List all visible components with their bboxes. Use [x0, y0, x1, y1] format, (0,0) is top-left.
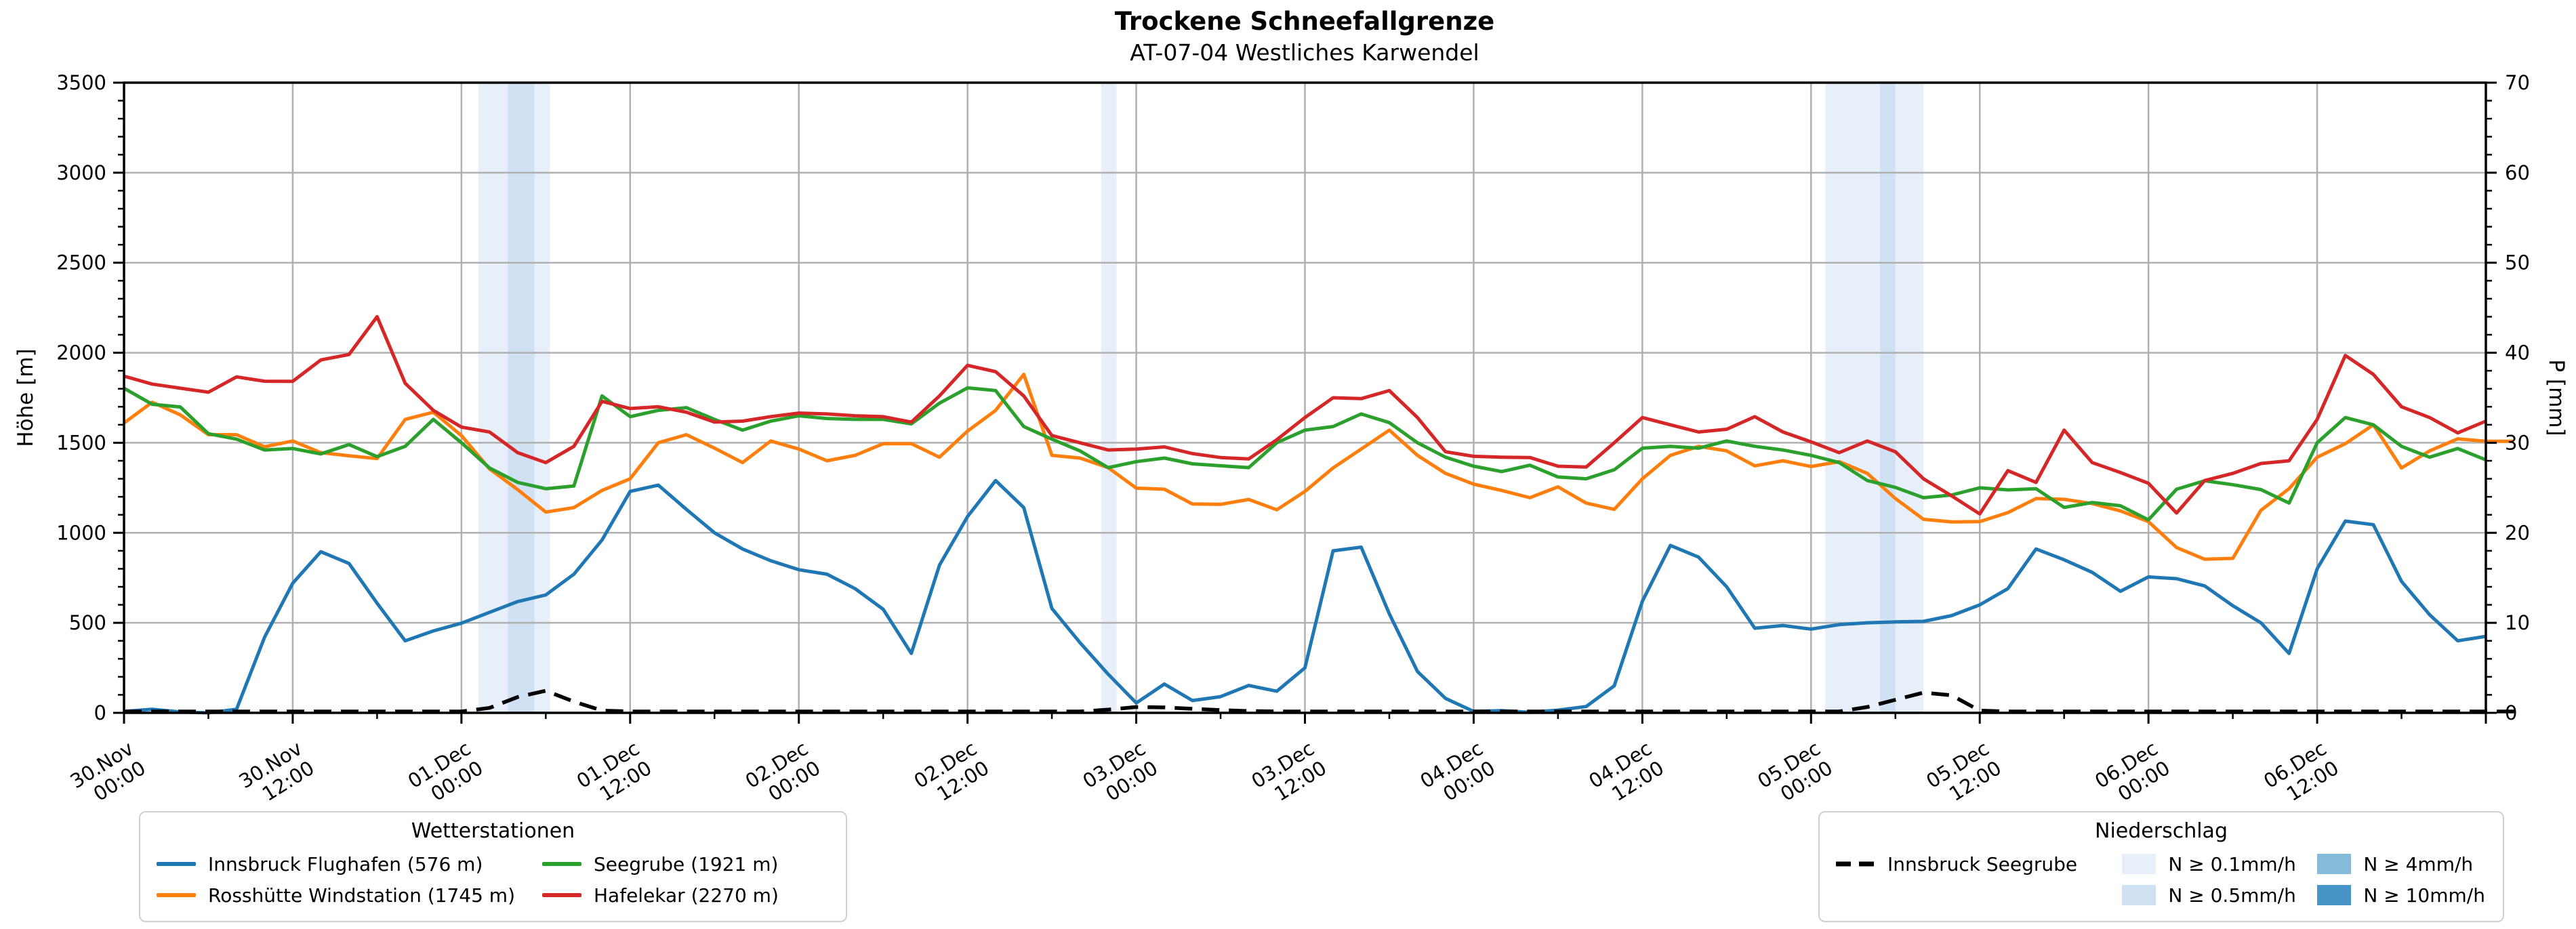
x-tick-label: 01.Dec12:00	[573, 737, 656, 812]
y-right-tick-label: 30	[2505, 431, 2530, 454]
legend-item-label: N ≥ 10mm/h	[2363, 884, 2485, 907]
chart-subtitle: AT-07-04 Westliches Karwendel	[1130, 39, 1479, 66]
x-tick-label: 04.Dec00:00	[1416, 737, 1499, 812]
legend-item-station: Rosshütte Windstation (1745 m)	[157, 884, 515, 907]
x-tick-label: 06.Dec00:00	[2091, 737, 2174, 812]
series-line-seegrube-1921-m-	[123, 386, 2487, 522]
y-right-tick-label: 70	[2505, 71, 2530, 94]
precip-patch-swatch	[2122, 885, 2156, 905]
legend-precip-items: Innsbruck Seegrube N ≥ 0.1mm/h N ≥ 0.5mm/h…	[1836, 848, 2487, 911]
legend-line-swatch	[157, 862, 196, 866]
legend-item-dashed-line: Innsbruck Seegrube	[1836, 853, 2122, 875]
chart-title: Trockene Schneefallgrenze	[1114, 7, 1495, 36]
legend-weather-stations: Wetterstationen Innsbruck Flughafen (576…	[139, 811, 847, 922]
legend-item-station: Seegrube (1921 m)	[542, 853, 830, 875]
x-tick-label: 03.Dec12:00	[1247, 737, 1330, 812]
legend-item-label: Rosshütte Windstation (1745 m)	[208, 884, 515, 907]
series-line-rossh-tte-windstation-1745-m-	[123, 373, 2514, 561]
x-tick-label: 05.Dec00:00	[1753, 737, 1837, 812]
x-tick-label: 02.Dec00:00	[741, 737, 825, 812]
legend-item-precip-level: N ≥ 4mm/h	[2317, 853, 2487, 875]
series-line-hafelekar-2270-m-	[123, 314, 2487, 516]
y-right-tick-label: 10	[2505, 611, 2530, 634]
y-right-tick-label: 40	[2505, 342, 2530, 365]
legend-item-label: Hafelekar (2270 m)	[594, 884, 779, 907]
y-left-tick-label: 2000	[56, 342, 106, 365]
x-tick-label: 02.Dec12:00	[910, 737, 994, 812]
series-line-innsbruck-flughafen-576-m-	[123, 478, 2487, 715]
legend-item-station: Hafelekar (2270 m)	[542, 884, 830, 907]
y-left-tick-label: 500	[69, 611, 106, 634]
dashed-line-swatch	[1836, 861, 1875, 867]
x-tick-label: 01.Dec00:00	[404, 737, 487, 812]
precip-patch-swatch	[2317, 854, 2352, 874]
legend-item-label: N ≥ 0.5mm/h	[2168, 884, 2296, 907]
x-tick-label: 05.Dec12:00	[1922, 737, 2005, 812]
legend-item-label: Innsbruck Seegrube	[1887, 852, 2078, 875]
y-right-tick-label: 0	[2505, 701, 2517, 724]
legend-item-precip-level: N ≥ 0.1mm/h	[2122, 853, 2317, 875]
x-tick-label: 30.Nov00:00	[66, 737, 150, 812]
y-left-tick-label: 3500	[56, 71, 106, 94]
legend-item-label: N ≥ 0.1mm/h	[2168, 852, 2296, 875]
x-tick-label: 30.Nov12:00	[235, 737, 319, 812]
legend-weather-items: Innsbruck Flughafen (576 m) Rosshütte Win…	[157, 848, 830, 911]
legend-item-label: Innsbruck Flughafen (576 m)	[208, 852, 483, 875]
legend-precipitation: Niederschlag Innsbruck Seegrube N ≥ 0.1mm…	[1818, 811, 2504, 922]
x-tick-label: 06.Dec12:00	[2260, 737, 2343, 812]
y-right-tick-label: 50	[2505, 251, 2530, 274]
series-line-innsbruck-seegrube	[124, 688, 2514, 714]
y-left-tick-label: 3000	[56, 161, 106, 184]
legend-line-swatch	[542, 893, 581, 897]
precip-patch-swatch	[2122, 854, 2156, 874]
precip-band	[508, 83, 535, 713]
precip-patch-swatch	[2317, 885, 2352, 905]
legend-item-label: N ≥ 4mm/h	[2363, 852, 2474, 875]
legend-item-station: Innsbruck Flughafen (576 m)	[157, 853, 515, 875]
y-left-tick-label: 1500	[56, 431, 106, 454]
x-tick-label: 03.Dec00:00	[1079, 737, 1162, 812]
y-right-tick-label: 20	[2505, 521, 2530, 544]
precip-band	[1825, 83, 1924, 713]
precip-band	[1879, 83, 1896, 713]
y-left-tick-label: 2500	[56, 251, 106, 274]
legend-weather-title: Wetterstationen	[411, 819, 575, 843]
precip-band	[1101, 83, 1117, 713]
legend-item-precip-level: N ≥ 10mm/h	[2317, 884, 2487, 907]
legend-precip-title: Niederschlag	[2095, 819, 2228, 843]
y-left-tick-label: 0	[94, 701, 106, 724]
y-right-tick-label: 60	[2505, 161, 2530, 184]
y-left-tick-label: 1000	[56, 521, 106, 544]
legend-item-label: Seegrube (1921 m)	[594, 852, 779, 875]
legend-line-swatch	[542, 862, 581, 866]
x-tick-label: 04.Dec12:00	[1585, 737, 1668, 812]
legend-line-swatch	[157, 893, 196, 897]
legend-item-precip-level: N ≥ 0.5mm/h	[2122, 884, 2317, 907]
